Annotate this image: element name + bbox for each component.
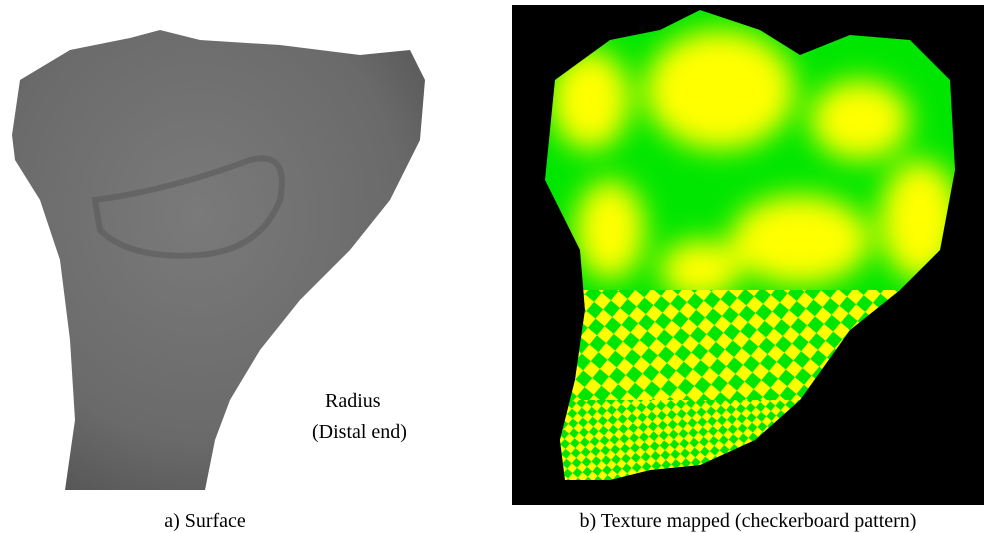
surface-panel: Radius (Distal end) a) Surface	[12, 30, 425, 532]
annotation: Radius	[325, 390, 381, 412]
annotation: (Distal end)	[312, 421, 407, 443]
caption: a) Surface	[164, 510, 246, 532]
caption: b) Texture mapped (checkerboard pattern)	[580, 510, 917, 532]
texture-panel: b) Texture mapped (checkerboard pattern)	[512, 5, 984, 532]
figure: Radius (Distal end) a) Surface b) Textur…	[0, 0, 984, 533]
